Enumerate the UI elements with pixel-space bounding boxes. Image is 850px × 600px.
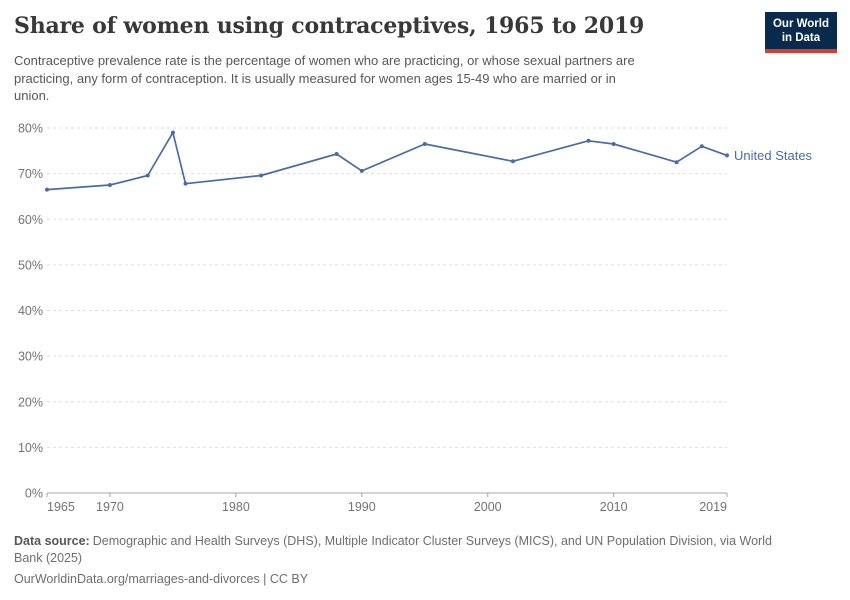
data-point[interactable] [422, 141, 427, 146]
y-tick-label: 20% [18, 395, 43, 409]
y-tick-label: 40% [18, 304, 43, 318]
data-point[interactable] [334, 152, 339, 157]
data-source-text: Demographic and Health Surveys (DHS), Mu… [92, 534, 772, 548]
logo-line-2: in Data [781, 32, 821, 44]
data-point[interactable] [674, 160, 679, 165]
data-point[interactable] [510, 159, 515, 164]
data-point[interactable] [359, 168, 364, 173]
x-tick-label: 1990 [348, 500, 376, 514]
owid-logo[interactable]: Our World in Data [764, 12, 837, 53]
x-tick-label: 1970 [96, 500, 124, 514]
data-point[interactable] [107, 183, 112, 188]
y-tick-label: 80% [18, 122, 43, 136]
data-source-text-wrap: Bank (2025) [14, 551, 83, 565]
data-point[interactable] [725, 153, 729, 158]
line-series[interactable] [46, 131, 728, 191]
y-tick-label: 30% [18, 350, 43, 364]
footer-url[interactable]: OurWorldinData.org/marriages-and-divorce… [14, 572, 309, 586]
data-point[interactable] [170, 130, 175, 135]
data-point[interactable] [259, 173, 264, 178]
data-source-label: Data source: [14, 534, 90, 548]
subtitle-line: practicing, any form of contraception. I… [14, 70, 616, 86]
y-tick-label: 50% [18, 258, 43, 272]
data-point[interactable] [611, 141, 616, 146]
subtitle-line: union. [14, 88, 50, 103]
data-source-line: Data source: Demographic and Health Surve… [14, 533, 772, 550]
x-tick-label: 2019 [699, 500, 727, 514]
x-tick-label: 2010 [600, 500, 628, 514]
data-point[interactable] [145, 173, 150, 178]
logo-line-1: Our World [772, 18, 829, 30]
y-tick-label: 10% [18, 441, 43, 455]
y-tick-label: 60% [18, 213, 43, 227]
series-entity-label: United States [734, 148, 813, 163]
y-tick-label: 70% [18, 167, 43, 181]
data-point[interactable] [586, 138, 591, 143]
data-point[interactable] [699, 144, 704, 149]
y-tick-label: 0% [25, 487, 43, 501]
x-tick-label: 1965 [47, 500, 75, 514]
data-point[interactable] [45, 187, 49, 192]
chart-title: Share of women using contraceptives, 196… [14, 13, 645, 39]
data-point[interactable] [183, 181, 188, 186]
x-tick-label: 1980 [222, 500, 250, 514]
x-tick-label: 2000 [474, 500, 502, 514]
chart-footer: Data source: Demographic and Health Surve… [14, 533, 772, 588]
chart-subtitle: Contraceptive prevalence rate is the per… [14, 52, 635, 105]
subtitle-line: Contraceptive prevalence rate is the per… [14, 53, 635, 68]
